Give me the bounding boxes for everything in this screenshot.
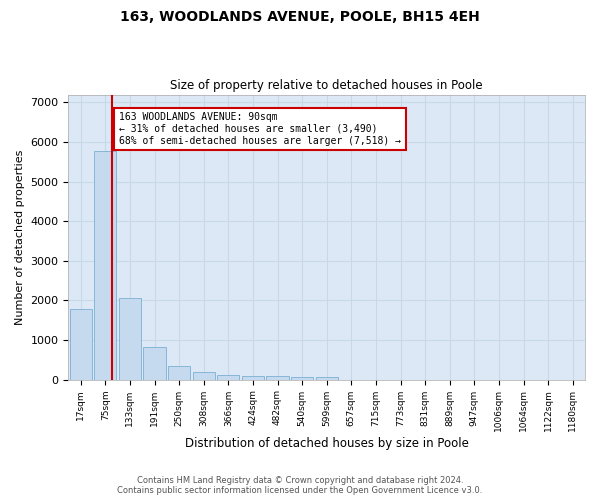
Bar — [70, 309, 92, 380]
Bar — [291, 377, 313, 380]
Bar — [242, 376, 264, 380]
Y-axis label: Number of detached properties: Number of detached properties — [15, 150, 25, 325]
Bar — [143, 347, 166, 380]
Title: Size of property relative to detached houses in Poole: Size of property relative to detached ho… — [170, 79, 483, 92]
Bar — [316, 377, 338, 380]
Bar — [217, 375, 239, 380]
Bar — [193, 372, 215, 380]
Bar — [266, 376, 289, 380]
Text: 163, WOODLANDS AVENUE, POOLE, BH15 4EH: 163, WOODLANDS AVENUE, POOLE, BH15 4EH — [120, 10, 480, 24]
Bar — [168, 366, 190, 380]
Bar — [119, 298, 141, 380]
Bar — [94, 151, 116, 380]
Text: 163 WOODLANDS AVENUE: 90sqm
← 31% of detached houses are smaller (3,490)
68% of : 163 WOODLANDS AVENUE: 90sqm ← 31% of det… — [119, 112, 401, 146]
Text: Contains HM Land Registry data © Crown copyright and database right 2024.
Contai: Contains HM Land Registry data © Crown c… — [118, 476, 482, 495]
X-axis label: Distribution of detached houses by size in Poole: Distribution of detached houses by size … — [185, 437, 469, 450]
